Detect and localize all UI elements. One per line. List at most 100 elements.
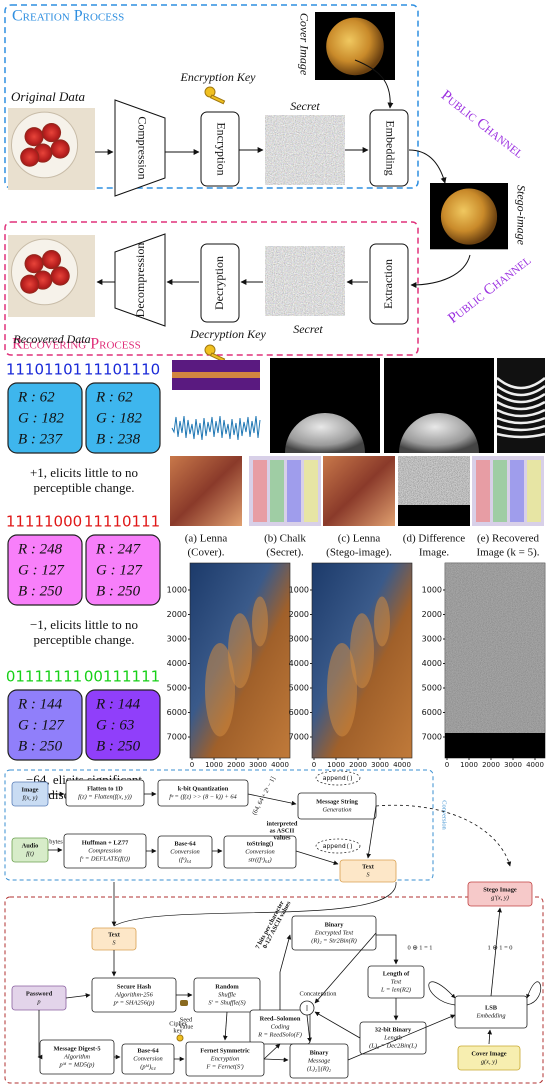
channel-value: B : 237 bbox=[18, 431, 64, 447]
secret-label: Secret bbox=[290, 99, 320, 113]
caption: (Cover). bbox=[188, 547, 225, 559]
step-box bbox=[200, 111, 240, 187]
caption: −1, elicits little to no bbox=[30, 617, 138, 632]
plot-band bbox=[445, 733, 545, 758]
node-text: Algorithm bbox=[63, 1053, 90, 1060]
node-text: str((fᶜ)₆₄) bbox=[248, 856, 271, 863]
node-text: f(t) bbox=[26, 850, 34, 857]
node bbox=[289, 1043, 349, 1079]
result-image bbox=[170, 456, 242, 526]
pixel-box bbox=[85, 534, 161, 606]
node-text: fᶜ = DEFLATE(f(t)) bbox=[80, 855, 130, 862]
y-tick-label: 3000 bbox=[422, 635, 442, 644]
channel-value: G : 127 bbox=[18, 562, 65, 578]
node-text: Stego Image bbox=[483, 886, 517, 893]
noise-image bbox=[265, 246, 345, 316]
channel-value: R : 144 bbox=[95, 696, 141, 712]
node-text: S bbox=[112, 939, 116, 946]
trapezoid bbox=[114, 99, 166, 197]
bit-label: 11111000 bbox=[6, 513, 82, 531]
pillar bbox=[205, 642, 235, 737]
caption: (e) Recovered bbox=[477, 533, 539, 545]
node-text: Conversion bbox=[133, 1055, 162, 1062]
step-label: Compression bbox=[135, 116, 149, 179]
arrow bbox=[113, 881, 397, 927]
chalk bbox=[253, 460, 267, 522]
node bbox=[457, 1045, 521, 1071]
arrow bbox=[222, 1011, 228, 1041]
chalk bbox=[493, 460, 507, 522]
pattern-ring bbox=[496, 416, 546, 425]
chalk bbox=[527, 460, 541, 522]
node-text: (L)₂||(R)₂ bbox=[307, 1065, 332, 1072]
node-text: S bbox=[366, 871, 370, 878]
edge-label: values bbox=[273, 834, 291, 841]
x-tick-label: 3000 bbox=[249, 761, 267, 769]
channel-value: B : 250 bbox=[18, 738, 63, 754]
arrow bbox=[490, 907, 502, 997]
node-text: Text bbox=[391, 978, 402, 985]
channel-value: B : 250 bbox=[96, 583, 141, 599]
noise-image bbox=[265, 115, 345, 185]
node-text: Binary bbox=[310, 1049, 330, 1056]
channel-value: R : 144 bbox=[17, 696, 63, 712]
node-text: 32-bit Binary bbox=[375, 1026, 412, 1033]
edge-label: (64, 64 + 2ᵏ − 1] bbox=[251, 776, 277, 817]
arrow bbox=[410, 254, 471, 288]
x-tick-label: 1000 bbox=[327, 761, 345, 769]
berry bbox=[20, 274, 40, 294]
node-text: LSB bbox=[485, 1004, 498, 1011]
xor-label: 1 ⊕ 1 = 0 bbox=[488, 944, 513, 951]
edge-label: key bbox=[173, 1027, 183, 1034]
arrow bbox=[487, 1029, 493, 1045]
channel-label: Public Channel bbox=[445, 252, 534, 327]
process-section: Creation Process Recovering Process Cover … bbox=[4, 4, 534, 363]
y-tick-label: 7000 bbox=[289, 733, 309, 742]
xor-label: 0 ⊕ 1 = 1 bbox=[408, 944, 433, 951]
secret-label: Secret bbox=[293, 322, 323, 336]
bit-label: 00111111 bbox=[84, 668, 160, 686]
waveform bbox=[171, 415, 261, 441]
caption: Image (k = 5). bbox=[476, 547, 539, 559]
node bbox=[157, 779, 249, 807]
arrow bbox=[366, 805, 377, 859]
arrow bbox=[314, 932, 377, 1004]
key-label: Encryption Key bbox=[180, 70, 257, 84]
bit-label: 11101101 bbox=[6, 361, 82, 379]
node-text: Fernet Symmetric bbox=[200, 1047, 250, 1054]
arrow bbox=[375, 804, 512, 867]
y-tick-label: 5000 bbox=[289, 684, 309, 693]
node-text: (fᶜ)₆₄ bbox=[179, 856, 191, 863]
arrow bbox=[408, 149, 447, 184]
stego-label: Stego-image bbox=[514, 185, 528, 246]
arrow bbox=[526, 981, 542, 1006]
arrow bbox=[247, 793, 297, 806]
node-text: pᴹ = MD5(p) bbox=[59, 1061, 95, 1068]
node bbox=[467, 881, 533, 907]
channel-value: B : 250 bbox=[96, 738, 141, 754]
node-text: Conversion bbox=[245, 848, 274, 855]
arrow bbox=[295, 850, 339, 866]
step-label: Encryption bbox=[214, 122, 228, 175]
berry bbox=[20, 147, 40, 167]
arrow bbox=[314, 1011, 361, 1039]
caption: (d) Difference bbox=[403, 533, 466, 545]
arrow bbox=[263, 1057, 289, 1063]
step-label: Extraction bbox=[381, 259, 395, 309]
y-tick-label: 2000 bbox=[167, 610, 187, 619]
node-text: F = Fernet(S′) bbox=[205, 1063, 243, 1070]
pixel-box bbox=[85, 382, 161, 454]
node-text: Algorithm-256 bbox=[114, 991, 153, 998]
pattern-ring bbox=[496, 424, 546, 432]
diff-band bbox=[398, 505, 470, 526]
channel-value: B : 250 bbox=[18, 583, 63, 599]
node-text: Encrypted Text bbox=[314, 929, 353, 936]
creation-title: Creation Process bbox=[12, 8, 124, 25]
channel-value: R : 62 bbox=[17, 389, 55, 405]
y-tick-label: 1000 bbox=[422, 586, 442, 595]
key-icon bbox=[176, 1034, 184, 1042]
moon-disc bbox=[285, 413, 365, 453]
node-text: Message Digest-5 bbox=[53, 1045, 100, 1052]
bit-label: 01111111 bbox=[6, 668, 82, 686]
node-text: Compression bbox=[88, 847, 122, 854]
